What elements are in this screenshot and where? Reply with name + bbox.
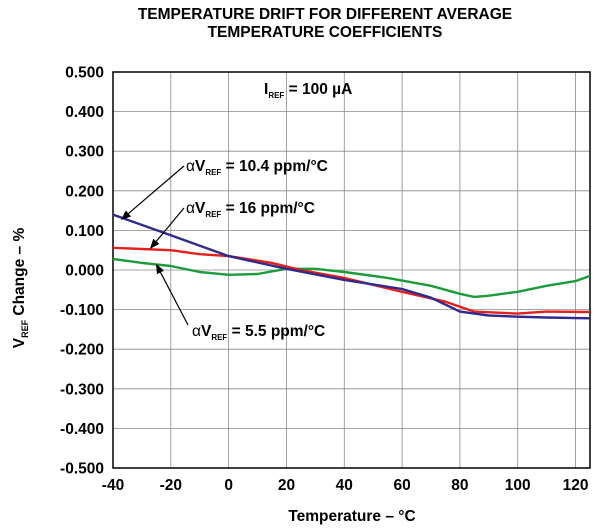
condition-subscript: REF (268, 91, 284, 100)
chart-title-line-2: TEMPERATURE COEFFICIENTS (208, 24, 443, 41)
alpha-symbol: α (186, 200, 195, 217)
grid (112, 71, 590, 469)
series-label-prefix: V (195, 158, 206, 175)
series-label-16: αVREF = 16 ppm/°C (186, 200, 315, 219)
y-tick-label: -0.300 (60, 381, 104, 398)
y-tick-label: -0.200 (60, 342, 104, 359)
y-tick-label: 0.400 (65, 104, 104, 121)
series-label-suffix: = 16 ppm/°C (221, 200, 315, 217)
y-axis-label-suffix: Change – % (11, 228, 28, 320)
y-axis-label-subscript: REF (20, 319, 30, 338)
series-label-5-5: αVREF = 5.5 ppm/°C (192, 323, 325, 342)
y-tick-label: 0.000 (65, 263, 104, 280)
y-tick-label: 0.200 (65, 183, 104, 200)
x-tick-label: 100 (505, 477, 531, 494)
x-tick-label: -40 (102, 477, 124, 494)
x-tick-label: 80 (451, 477, 468, 494)
x-tick-label: 40 (336, 477, 353, 494)
chart-title-line-1: TEMPERATURE DRIFT FOR DIFFERENT AVERAGE (138, 6, 512, 23)
alpha-symbol: α (186, 158, 195, 175)
y-axis-label: VREF Change – % (11, 228, 30, 349)
x-tick-label: 120 (563, 477, 589, 494)
condition-prefix: I (264, 81, 268, 98)
series-label-subscript: REF (205, 168, 221, 177)
leader-arrow-10-4 (120, 165, 185, 220)
series-lines (112, 213, 591, 320)
y-tick-label: -0.400 (60, 421, 104, 438)
y-tick-label: 0.300 (65, 144, 104, 161)
x-axis-label: Temperature – °C (288, 508, 415, 525)
series-label-subscript: REF (205, 210, 221, 219)
series-label-prefix: V (201, 323, 212, 340)
series-line-0 (112, 213, 591, 320)
series-label-suffix: = 10.4 ppm/°C (221, 158, 328, 175)
x-tick-label: 0 (224, 477, 233, 494)
series-label-suffix: = 5.5 ppm/°C (227, 323, 325, 340)
x-tick-label: 20 (278, 477, 295, 494)
condition-label: IREF = 100 µA (264, 81, 352, 100)
leader-arrow-5-5 (155, 263, 189, 326)
condition-suffix: = 100 µA (284, 81, 352, 98)
y-tick-label: -0.100 (60, 302, 104, 319)
series-line-2 (112, 257, 591, 299)
series-line-1 (112, 246, 591, 315)
label-leaders (120, 165, 189, 326)
series-label-prefix: V (195, 200, 206, 217)
leader-arrow-16 (149, 207, 185, 249)
series-label-subscript: REF (211, 333, 227, 342)
y-axis-label-prefix: V (11, 337, 28, 348)
y-tick-label: 0.100 (65, 223, 104, 240)
x-tick-label: -20 (160, 477, 182, 494)
alpha-symbol: α (192, 323, 201, 340)
plot-frame (112, 71, 591, 469)
x-tick-label: 60 (393, 477, 410, 494)
y-tick-label: -0.500 (60, 461, 104, 478)
tick-labels: 0.500 0.400 0.300 0.200 0.100 0.000 -0.100 -0.2… (60, 65, 588, 495)
y-tick-label: 0.500 (65, 65, 104, 82)
series-label-10-4: αVREF = 10.4 ppm/°C (186, 158, 328, 177)
